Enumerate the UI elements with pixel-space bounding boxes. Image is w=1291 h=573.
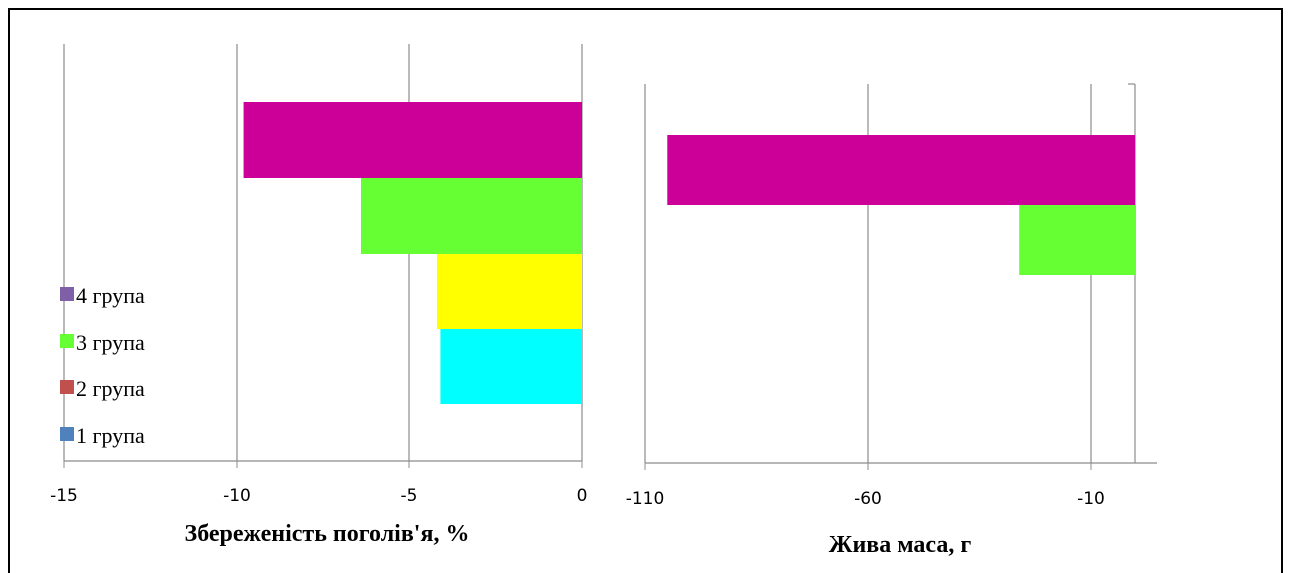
right-tick-label: -110: [626, 489, 665, 509]
left-x-axis-title: Збереженість поголів'я, %: [185, 521, 470, 547]
left-chart: -15 -10 -5 0 Збереженість поголів'я, %: [50, 44, 587, 547]
right-x-axis-title: Жива маса, г: [829, 532, 972, 558]
legend-label: 1 група: [76, 423, 145, 448]
legend-item: 1 група: [60, 423, 145, 448]
legend-swatch: [60, 287, 74, 301]
figure-frame: [8, 8, 1283, 573]
right-tick-label: -60: [854, 489, 882, 509]
right-bars: [667, 135, 1135, 275]
left-tick-label: -10: [223, 486, 251, 506]
left-tick-marks: [63, 461, 583, 468]
bar-4-група: [667, 135, 1135, 205]
right-tick-labels: -110 -60 -10: [626, 489, 1105, 509]
left-tick-label: -5: [401, 486, 418, 506]
legend-label: 3 група: [76, 330, 145, 355]
legend-swatch: [60, 427, 74, 441]
left-tick-label: -15: [50, 486, 78, 506]
right-tick-label: -10: [1077, 489, 1105, 509]
left-bars: [243, 102, 582, 404]
legend-swatch: [60, 334, 74, 348]
bar-3-група: [1019, 205, 1135, 275]
legend-item: 2 група: [60, 376, 145, 401]
legend-item: 3 група: [60, 330, 145, 355]
left-tick-label: 0: [577, 486, 588, 506]
bar-2-група: [436, 254, 582, 329]
bar-1-група: [440, 329, 582, 404]
left-tick-labels: -15 -10 -5 0: [50, 486, 587, 506]
legend-label: 2 група: [76, 376, 145, 401]
bar-4-група: [243, 102, 582, 178]
right-chart: -110 -60 -10 Жива маса, г: [626, 83, 1157, 558]
legend-swatch: [60, 380, 74, 394]
right-tick-marks: [644, 463, 1092, 470]
legend-label: 4 група: [76, 283, 145, 308]
legend: 4 група 3 група 2 група 1 група: [60, 283, 145, 448]
bar-3-група: [360, 178, 582, 254]
legend-item: 4 група: [60, 283, 145, 308]
